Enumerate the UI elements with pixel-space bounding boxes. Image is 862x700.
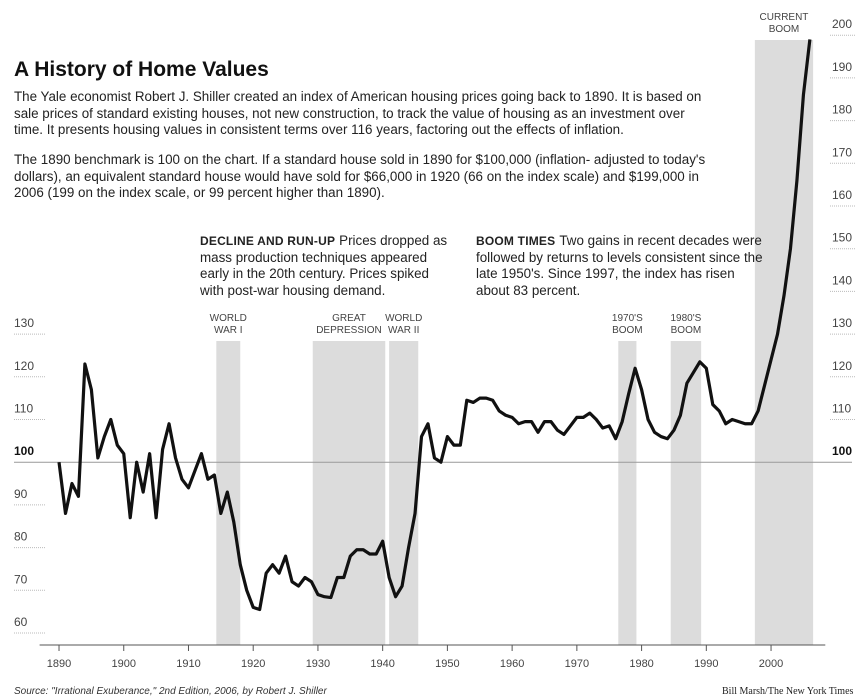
x-tick-label: 1910 xyxy=(176,658,200,670)
x-tick-label: 1970 xyxy=(565,658,589,670)
period-label: 1970'S xyxy=(612,313,643,324)
credit: Bill Marsh/The New York Times xyxy=(722,686,854,697)
period-label: WORLD xyxy=(210,313,247,324)
x-tick-label: 1930 xyxy=(306,658,330,670)
period-label: 1980'S xyxy=(671,313,702,324)
y2-tick-label: 110 xyxy=(832,402,851,416)
y2-tick-label: 150 xyxy=(832,231,852,245)
period-label: BOOM xyxy=(612,325,643,336)
y-tick-label: 70 xyxy=(14,572,28,586)
y-tick-label: 80 xyxy=(14,530,28,544)
period-band xyxy=(312,341,386,645)
period-label: BOOM xyxy=(671,325,702,336)
y-tick-label: 100 xyxy=(14,444,34,458)
period-band xyxy=(618,341,637,645)
y2-tick-label: 100 xyxy=(832,444,852,458)
y-tick-label: 120 xyxy=(14,359,34,373)
x-tick-label: 1920 xyxy=(241,658,265,670)
y-tick-label: 130 xyxy=(14,316,34,330)
period-label: GREAT xyxy=(332,313,366,324)
y2-tick-label: 190 xyxy=(832,60,852,74)
note: The 1890 benchmark is 100 on the chart. … xyxy=(14,152,706,200)
annotation: BOOM TIMES Two gains in recent decades we… xyxy=(476,233,768,299)
x-tick-label: 1900 xyxy=(112,658,136,670)
period-band xyxy=(389,341,419,645)
y2-tick-label: 130 xyxy=(832,316,852,330)
annotation-heading: BOOM TIMES xyxy=(476,234,556,248)
annotation-text: Prices dropped as mass production techni… xyxy=(200,233,448,298)
y-tick-label: 90 xyxy=(14,487,28,501)
source: Source: "Irrational Exuberance," 2nd Edi… xyxy=(14,686,327,697)
y2-tick-label: 200 xyxy=(832,17,852,31)
annotation: DECLINE AND RUN-UP Prices dropped as mass… xyxy=(200,233,455,299)
chart-title: A History of Home Values xyxy=(14,58,269,81)
y2-tick-label: 160 xyxy=(832,188,852,202)
x-tick-label: 1940 xyxy=(370,658,394,670)
y-tick-label: 60 xyxy=(14,615,28,629)
period-label: DEPRESSION xyxy=(316,325,382,336)
x-tick-label: 1960 xyxy=(500,658,524,670)
period-label: WAR II xyxy=(388,325,419,336)
x-tick-label: 2000 xyxy=(759,658,783,670)
period-band xyxy=(754,40,814,645)
y2-tick-label: 120 xyxy=(832,359,852,373)
x-tick-label: 1990 xyxy=(694,658,718,670)
x-tick-label: 1950 xyxy=(435,658,459,670)
x-tick-label: 1980 xyxy=(629,658,653,670)
period-label: WORLD xyxy=(385,313,422,324)
subtitle: The Yale economist Robert J. Shiller cre… xyxy=(14,89,702,137)
period-label: WAR I xyxy=(214,325,243,336)
annotation-text: Two gains in recent decades were followe… xyxy=(476,233,763,298)
x-tick-label: 1890 xyxy=(47,658,71,670)
period-label: BOOM xyxy=(769,24,800,35)
y-tick-label: 110 xyxy=(14,402,33,416)
period-label: CURRENT xyxy=(760,12,809,23)
line-series xyxy=(57,39,812,612)
y2-tick-label: 140 xyxy=(832,273,852,287)
annotation-heading: DECLINE AND RUN-UP xyxy=(200,234,336,248)
y2-tick-label: 170 xyxy=(832,145,852,159)
y2-tick-label: 180 xyxy=(832,103,852,117)
